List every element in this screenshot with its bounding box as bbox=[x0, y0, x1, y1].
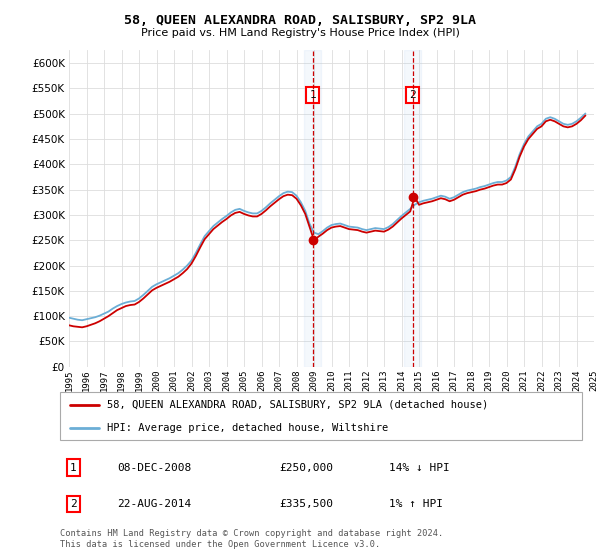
Text: 22-AUG-2014: 22-AUG-2014 bbox=[118, 499, 191, 509]
Text: 1: 1 bbox=[70, 463, 76, 473]
Text: 2: 2 bbox=[70, 499, 76, 509]
Text: 1% ↑ HPI: 1% ↑ HPI bbox=[389, 499, 443, 509]
Text: 58, QUEEN ALEXANDRA ROAD, SALISBURY, SP2 9LA: 58, QUEEN ALEXANDRA ROAD, SALISBURY, SP2… bbox=[124, 14, 476, 27]
Text: 08-DEC-2008: 08-DEC-2008 bbox=[118, 463, 191, 473]
Text: 14% ↓ HPI: 14% ↓ HPI bbox=[389, 463, 449, 473]
Text: 2: 2 bbox=[409, 90, 416, 100]
Text: 1: 1 bbox=[309, 90, 316, 100]
Bar bbox=[404, 50, 421, 367]
Text: £250,000: £250,000 bbox=[279, 463, 333, 473]
Text: HPI: Average price, detached house, Wiltshire: HPI: Average price, detached house, Wilt… bbox=[107, 423, 388, 433]
Text: £335,500: £335,500 bbox=[279, 499, 333, 509]
Text: 58, QUEEN ALEXANDRA ROAD, SALISBURY, SP2 9LA (detached house): 58, QUEEN ALEXANDRA ROAD, SALISBURY, SP2… bbox=[107, 400, 488, 410]
Bar bbox=[304, 50, 322, 367]
Text: Price paid vs. HM Land Registry's House Price Index (HPI): Price paid vs. HM Land Registry's House … bbox=[140, 28, 460, 38]
FancyBboxPatch shape bbox=[60, 392, 582, 440]
Text: Contains HM Land Registry data © Crown copyright and database right 2024.
This d: Contains HM Land Registry data © Crown c… bbox=[60, 529, 443, 549]
